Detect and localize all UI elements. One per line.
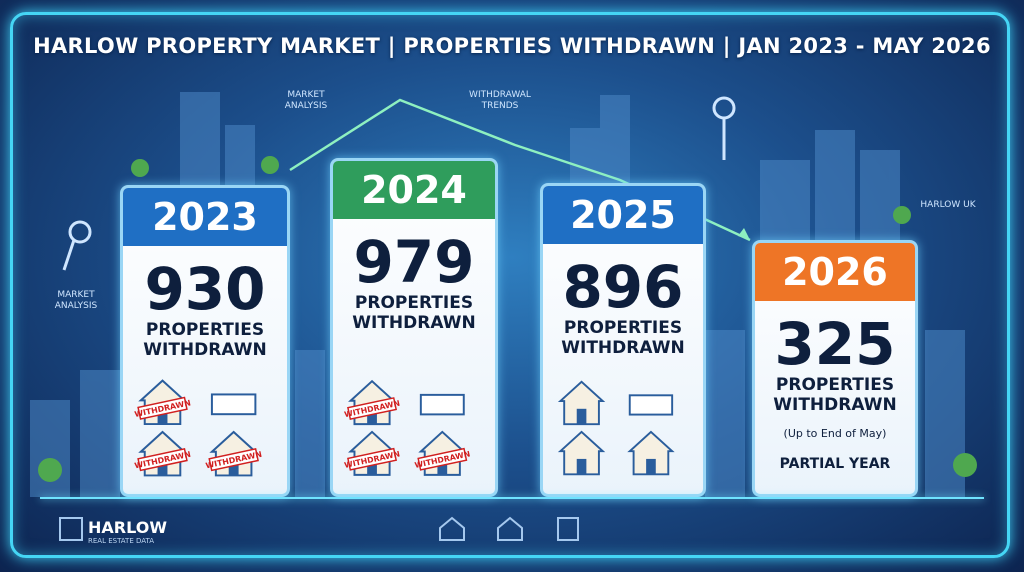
door <box>437 459 448 475</box>
stamp-box <box>137 448 188 472</box>
card-year: 2023 <box>123 188 287 246</box>
card-footer: PARTIAL YEAR <box>779 456 891 472</box>
door <box>367 408 377 425</box>
stamp-box <box>208 448 259 472</box>
card-label: PROPERTIES WITHDRAWN <box>352 293 476 333</box>
year-card: 2026 325 PROPERTIES WITHDRAWN (Up to End of… <box>752 240 918 497</box>
sign-icon <box>628 394 674 416</box>
year-card: 2024 979 PROPERTIES WITHDRAWN WITHDRAWN WITH… <box>330 158 498 497</box>
ground-line <box>40 497 984 499</box>
stamp-box <box>347 447 398 471</box>
door <box>228 459 239 476</box>
card-count: 896 <box>562 253 684 321</box>
door <box>157 408 168 425</box>
card-note: (Up to End of May) <box>783 427 887 440</box>
frame <box>10 12 1010 558</box>
page-title: HARLOW PROPERTY MARKET | PROPERTIES WITH… <box>33 34 991 58</box>
card-count: 930 <box>144 255 266 323</box>
door <box>157 459 168 476</box>
stamp-box <box>137 396 188 420</box>
card-year: 2026 <box>755 243 915 301</box>
year-card: 2025 896 PROPERTIES WITHDRAWN <box>540 183 706 497</box>
sign-icon <box>210 393 257 416</box>
door <box>367 459 377 475</box>
card-year: 2025 <box>543 186 703 244</box>
door <box>646 458 656 475</box>
card-label: PROPERTIES WITHDRAWN <box>773 375 897 415</box>
annotation: HARLOW UK <box>920 200 976 210</box>
sign-icon <box>419 393 465 416</box>
stamp-box <box>347 397 398 420</box>
house-icon <box>557 430 606 476</box>
logo-tagline: REAL ESTATE DATA <box>88 537 155 545</box>
card-count: 325 <box>774 310 896 378</box>
card-label: PROPERTIES WITHDRAWN <box>561 318 685 358</box>
annotation: WITHDRAWAL TRENDS <box>469 90 531 111</box>
house-icon <box>557 380 606 426</box>
door <box>576 408 587 425</box>
house-icon <box>627 430 675 476</box>
door <box>576 458 587 475</box>
card-count: 979 <box>353 228 475 296</box>
card-label: PROPERTIES WITHDRAWN <box>143 320 267 360</box>
annotation: MARKET ANALYSIS <box>54 290 98 311</box>
logo-name: HARLOW <box>88 518 167 537</box>
stamp-box <box>417 447 468 471</box>
annotation: MARKET ANALYSIS <box>284 90 328 111</box>
card-year: 2024 <box>333 161 495 219</box>
year-card: 2023 930 PROPERTIES WITHDRAWN WITHDRAWN WITH… <box>120 185 290 497</box>
card-icons <box>557 380 675 476</box>
